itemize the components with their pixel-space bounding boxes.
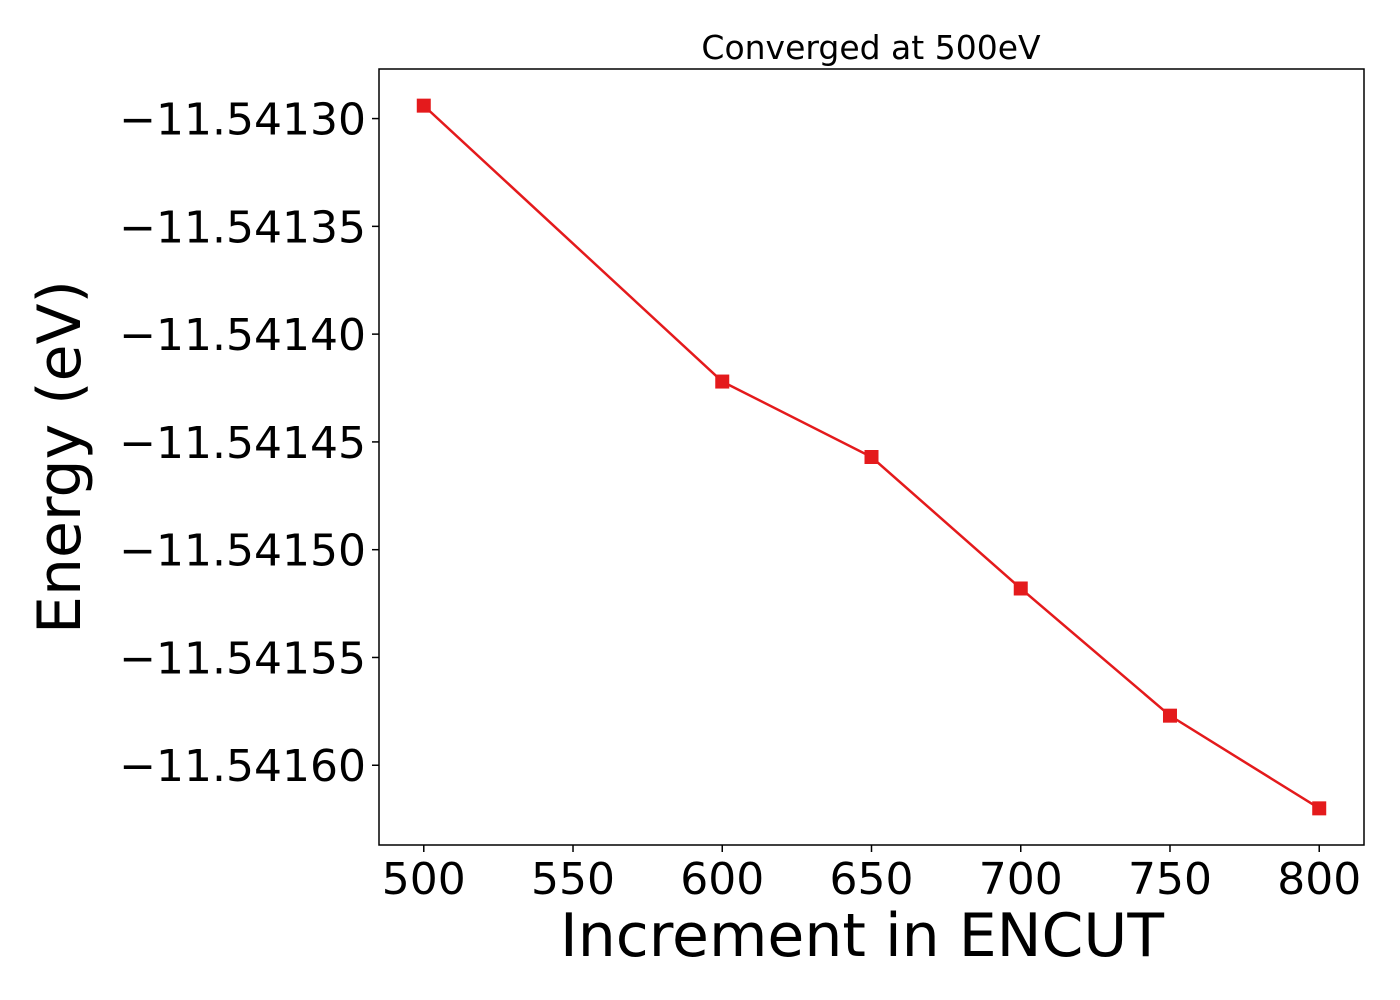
x-tick-label: 550 [531,854,615,905]
y-axis-title: Energy (eV) [25,280,95,634]
x-tick-label: 700 [979,854,1063,905]
series-layer [416,98,1327,816]
x-tick-label: 800 [1277,854,1361,905]
y-axis-ticks: −11.54130 −11.54135 −11.54140 −11.54145 −11.… [119,95,379,792]
x-tick-label: 500 [382,854,466,905]
series-line [422,104,1320,810]
x-axis-ticks: 500 550 600 650 700 750 800 [382,845,1361,905]
y-tick-label: −11.54130 [119,95,366,146]
y-tick-label: −11.54135 [119,202,366,253]
y-tick-label: −11.54140 [119,310,366,361]
x-tick-label: 650 [830,854,914,905]
x-tick-label: 600 [680,854,764,905]
y-tick-label: −11.54150 [119,526,366,577]
y-tick-label: −11.54145 [119,418,366,469]
x-tick-label: 750 [1128,854,1212,905]
data-point [416,98,431,113]
data-point [1312,801,1327,816]
data-point [1162,708,1177,723]
chart-title: Converged at 500eV [701,28,1041,67]
y-tick-label: −11.54155 [119,633,366,684]
data-point [715,374,730,389]
y-tick-label: −11.54160 [119,741,366,792]
data-point [1013,581,1028,596]
data-point [864,450,879,464]
x-axis-title: Increment in ENCUT [560,901,1164,971]
